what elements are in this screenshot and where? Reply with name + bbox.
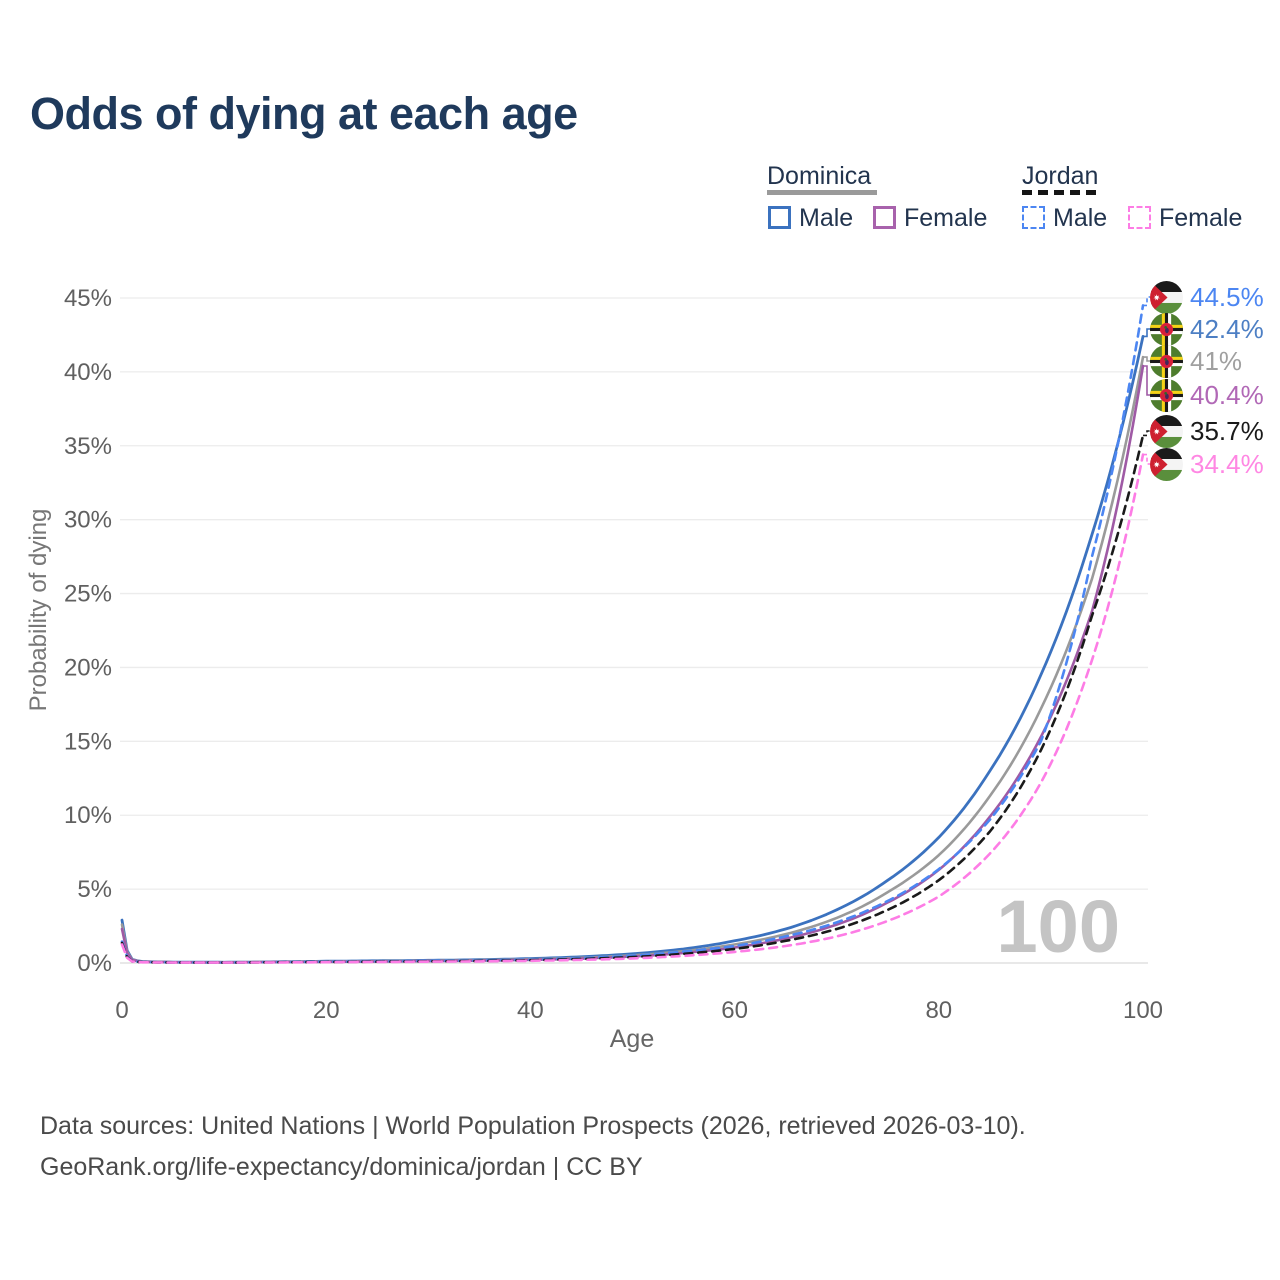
footer-link-line: GeoRank.org/life-expectancy/dominica/jor… bbox=[40, 1153, 643, 1181]
legend-label-dominica-male[interactable]: Male bbox=[799, 204, 854, 232]
endpoint-connectors bbox=[1143, 296, 1151, 465]
y-tick-label: 30% bbox=[64, 507, 112, 534]
legend-swatch-jordan-male[interactable] bbox=[1022, 206, 1045, 229]
legend-swatch-dominica-female[interactable] bbox=[873, 206, 896, 229]
gridlines bbox=[120, 297, 1148, 964]
x-axis-tick-labels: 0 20 40 60 80 100 bbox=[115, 997, 1163, 1024]
legend-swatch-dominica-male[interactable] bbox=[768, 206, 791, 229]
x-tick-label: 40 bbox=[517, 997, 544, 1024]
series-line-jordan-male bbox=[120, 304, 1145, 964]
legend-group-jordan-header[interactable]: Jordan bbox=[1022, 162, 1099, 190]
dominica-flag-icon bbox=[1150, 312, 1183, 346]
dominica-flag-icon bbox=[1150, 378, 1183, 412]
endpoint-connector bbox=[1143, 328, 1151, 338]
y-tick-label: 35% bbox=[64, 433, 112, 460]
endpoint-connector bbox=[1143, 365, 1151, 396]
x-tick-label: 80 bbox=[925, 997, 952, 1024]
endpoint-connector bbox=[1143, 356, 1151, 362]
endpoint-connector bbox=[1143, 453, 1151, 465]
endpoint-value: 40.4% bbox=[1190, 379, 1264, 410]
y-tick-label: 45% bbox=[64, 285, 112, 312]
jordan-flag-icon bbox=[1150, 447, 1183, 481]
endpoint-value: 34.4% bbox=[1190, 448, 1264, 479]
y-tick-label: 0% bbox=[77, 950, 112, 977]
footer-sources-line: Data sources: United Nations | World Pop… bbox=[40, 1112, 1026, 1140]
series-line-jordan bbox=[120, 434, 1145, 964]
data-source-footer: Data sources: United Nations | World Pop… bbox=[40, 1106, 1026, 1188]
y-axis-tick-labels: 0% 5% 10% 15% 20% 25% 30% 35% 40% 45% bbox=[64, 285, 112, 977]
endpoint-label-dominica: 41% bbox=[1150, 344, 1243, 378]
endpoint-connector bbox=[1143, 430, 1151, 437]
x-tick-label: 0 bbox=[115, 997, 128, 1024]
series-line-dominica-female bbox=[120, 364, 1145, 964]
y-tick-label: 10% bbox=[64, 802, 112, 829]
endpoint-label-jordan-female: 34.4% bbox=[1150, 447, 1264, 481]
endpoint-connector bbox=[1143, 296, 1151, 307]
legend-swatch-jordan-female[interactable] bbox=[1128, 206, 1151, 229]
endpoint-label-dominica-female: 40.4% bbox=[1150, 378, 1264, 412]
endpoint-label-jordan: 35.7% bbox=[1150, 414, 1264, 448]
x-axis-title: Age bbox=[610, 1025, 654, 1053]
y-axis-title: Probability of dying bbox=[25, 509, 52, 712]
x-tick-label: 100 bbox=[1123, 997, 1163, 1024]
x-tick-label: 20 bbox=[313, 997, 340, 1024]
y-tick-label: 40% bbox=[64, 359, 112, 386]
series-line-dominica bbox=[120, 355, 1145, 964]
x-tick-label: 60 bbox=[721, 997, 748, 1024]
endpoint-value: 42.4% bbox=[1190, 313, 1264, 344]
legend-label-jordan-female[interactable]: Female bbox=[1159, 204, 1243, 232]
endpoint-value: 44.5% bbox=[1190, 281, 1264, 312]
y-tick-label: 25% bbox=[64, 581, 112, 608]
jordan-flag-icon bbox=[1150, 414, 1183, 448]
series-curves bbox=[120, 304, 1145, 964]
y-tick-label: 5% bbox=[77, 876, 112, 903]
legend-label-dominica-female[interactable]: Female bbox=[904, 204, 988, 232]
y-tick-label: 15% bbox=[64, 728, 112, 755]
page-title: Odds of dying at each age bbox=[30, 88, 578, 139]
endpoint-label-dominica-male: 42.4% bbox=[1150, 312, 1264, 346]
y-tick-label: 20% bbox=[64, 654, 112, 681]
endpoint-label-jordan-male: 44.5% bbox=[1150, 280, 1264, 314]
legend-group-dominica-header[interactable]: Dominica bbox=[767, 162, 872, 190]
endpoint-value: 35.7% bbox=[1190, 415, 1264, 446]
legend-jordan-underline bbox=[1022, 190, 1099, 195]
series-line-jordan-female bbox=[120, 453, 1145, 964]
legend-dominica-underline bbox=[767, 190, 877, 195]
legend-label-jordan-male[interactable]: Male bbox=[1053, 204, 1108, 232]
series-line-dominica-male bbox=[120, 335, 1145, 964]
jordan-flag-icon bbox=[1150, 280, 1183, 314]
age-counter-watermark: 100 bbox=[997, 885, 1120, 968]
dominica-flag-icon bbox=[1150, 344, 1183, 378]
endpoint-value: 41% bbox=[1190, 345, 1243, 376]
